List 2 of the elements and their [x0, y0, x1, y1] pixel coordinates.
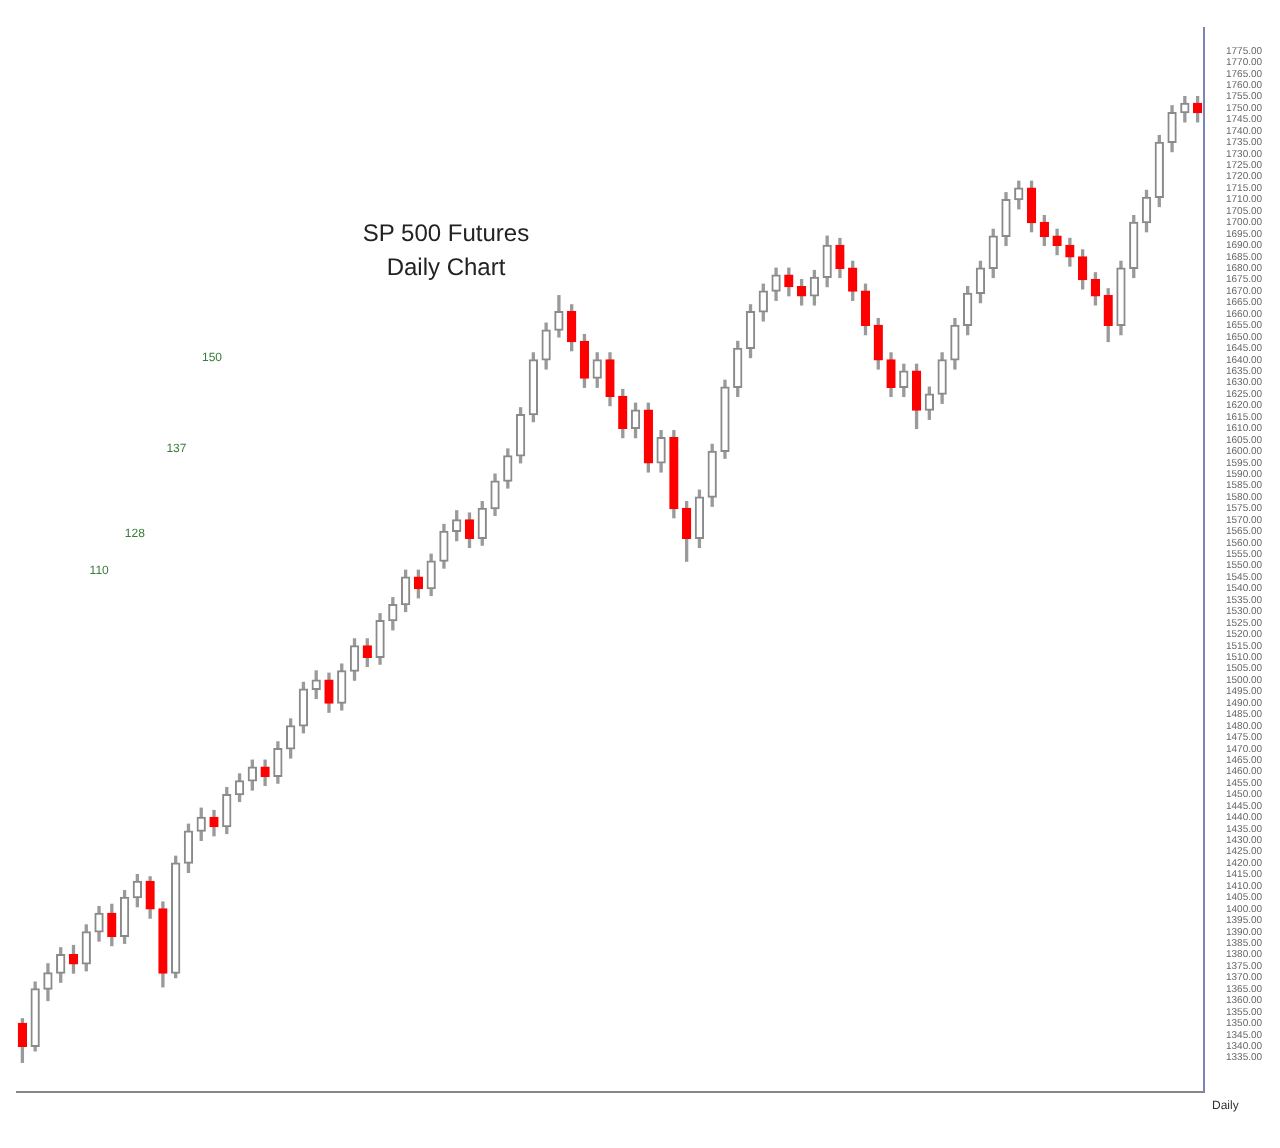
text: SP 500 Futures	[362, 218, 530, 247]
text: Daily Chart	[386, 252, 507, 281]
